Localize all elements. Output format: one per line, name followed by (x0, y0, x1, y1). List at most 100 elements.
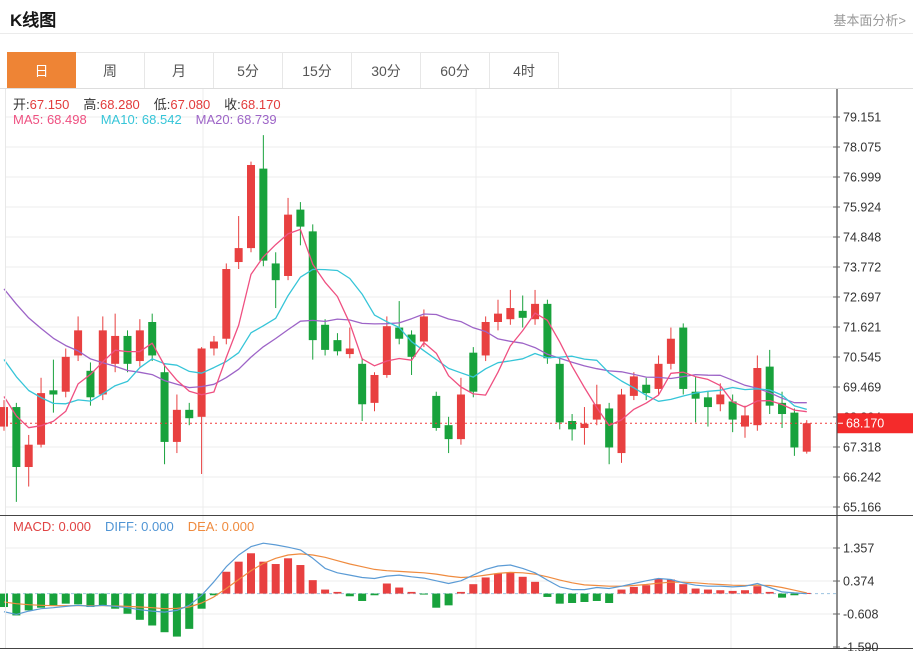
price-tick-label: 65.166 (843, 501, 881, 515)
macd-bar (419, 593, 428, 595)
candle (24, 444, 33, 468)
candle (419, 316, 428, 342)
ma-legend: MA5: 68.498 MA10: 68.542 MA20: 68.739 (13, 112, 291, 127)
candle (197, 348, 206, 417)
macd-bar (654, 578, 663, 594)
macd-bar (185, 593, 194, 629)
macd-tick-label: 1.357 (843, 542, 874, 556)
macd-bar (506, 572, 515, 594)
candle (654, 363, 663, 389)
macd-bar (345, 593, 354, 597)
candle (592, 404, 601, 420)
macd-bar (222, 571, 231, 594)
macd-legend-item: MACD: 0.000 (13, 519, 92, 534)
ma20-legend-item: MA20: 68.739 (195, 112, 277, 127)
macd-bar (518, 576, 527, 594)
candle (382, 326, 391, 375)
candle (296, 209, 305, 227)
candle (456, 394, 465, 440)
candle (0, 407, 8, 427)
tab-day[interactable]: 日 (7, 52, 76, 89)
macd-bar (209, 593, 218, 596)
macd-bar (111, 593, 120, 609)
candle (234, 248, 243, 263)
candle (679, 327, 688, 389)
macd-bar (543, 593, 552, 597)
candle (716, 394, 725, 405)
fundamental-analysis-link[interactable]: 基本面分析> (833, 13, 906, 28)
candle (432, 395, 441, 428)
candle (494, 313, 502, 322)
candle (148, 321, 157, 356)
price-tick-label: 76.999 (843, 171, 881, 185)
price-tick-label: 73.772 (843, 261, 881, 275)
tab-4hour[interactable]: 4时 (490, 52, 559, 89)
macd-bar (395, 587, 404, 594)
price-tick-label: 75.924 (843, 200, 881, 214)
macd-bar (790, 593, 799, 596)
macd-bar (555, 593, 564, 604)
dea-legend-item: DEA: 0.000 (187, 519, 255, 534)
candle (605, 408, 614, 448)
candle (345, 348, 354, 355)
tab-60min[interactable]: 60分 (421, 52, 490, 89)
macd-bar (432, 593, 441, 608)
macd-bar (703, 589, 712, 594)
macd-bar (605, 593, 614, 603)
macd-bar (765, 591, 774, 594)
macd-bar (494, 573, 502, 594)
candle (481, 321, 490, 356)
macd-bar (592, 593, 601, 601)
macd-bar (123, 593, 132, 614)
tab-week[interactable]: 周 (76, 52, 145, 89)
candle (61, 356, 70, 392)
macd-tick-label: -0.608 (843, 608, 878, 622)
price-tick-label: 67.318 (843, 440, 881, 454)
macd-bar (247, 553, 255, 594)
tab-15min[interactable]: 15分 (283, 52, 352, 89)
tab-5min[interactable]: 5分 (214, 52, 283, 89)
macd-bar (382, 583, 391, 594)
candle (741, 415, 749, 427)
candle (247, 164, 255, 249)
candle (209, 341, 218, 349)
candle (580, 423, 589, 428)
candle (12, 407, 21, 468)
macd-bar (321, 589, 330, 594)
macd-histogram (0, 553, 811, 637)
candle (703, 397, 712, 408)
tab-bar-underline (0, 88, 913, 89)
candle (790, 412, 799, 448)
macd-bar (24, 593, 33, 611)
macd-bar (629, 586, 638, 594)
price-tick-label: 70.545 (843, 350, 881, 364)
macd-bar (469, 584, 478, 594)
candle (333, 340, 342, 352)
tab-30min[interactable]: 30分 (352, 52, 421, 89)
macd-bar (296, 565, 305, 594)
macd-bar (531, 581, 540, 594)
macd-bar (160, 593, 169, 633)
candle (629, 376, 638, 396)
candle (49, 390, 58, 395)
candle (407, 334, 416, 357)
candle (185, 409, 194, 419)
macd-bar (197, 593, 206, 609)
candle (222, 269, 231, 339)
tab-month[interactable]: 月 (145, 52, 214, 89)
candle (728, 401, 737, 420)
macd-bar (259, 561, 268, 594)
candle (172, 409, 181, 442)
candle (259, 168, 268, 261)
candle (691, 391, 700, 399)
macd-bar (481, 577, 490, 594)
page-title: K线图 (10, 11, 57, 30)
diff-legend-item: DIFF: 0.000 (105, 519, 174, 534)
candle (642, 384, 651, 394)
candle (753, 368, 762, 426)
candle (531, 303, 540, 320)
macd-bar (49, 593, 58, 606)
macd-bar (728, 590, 737, 594)
candle (568, 420, 577, 430)
